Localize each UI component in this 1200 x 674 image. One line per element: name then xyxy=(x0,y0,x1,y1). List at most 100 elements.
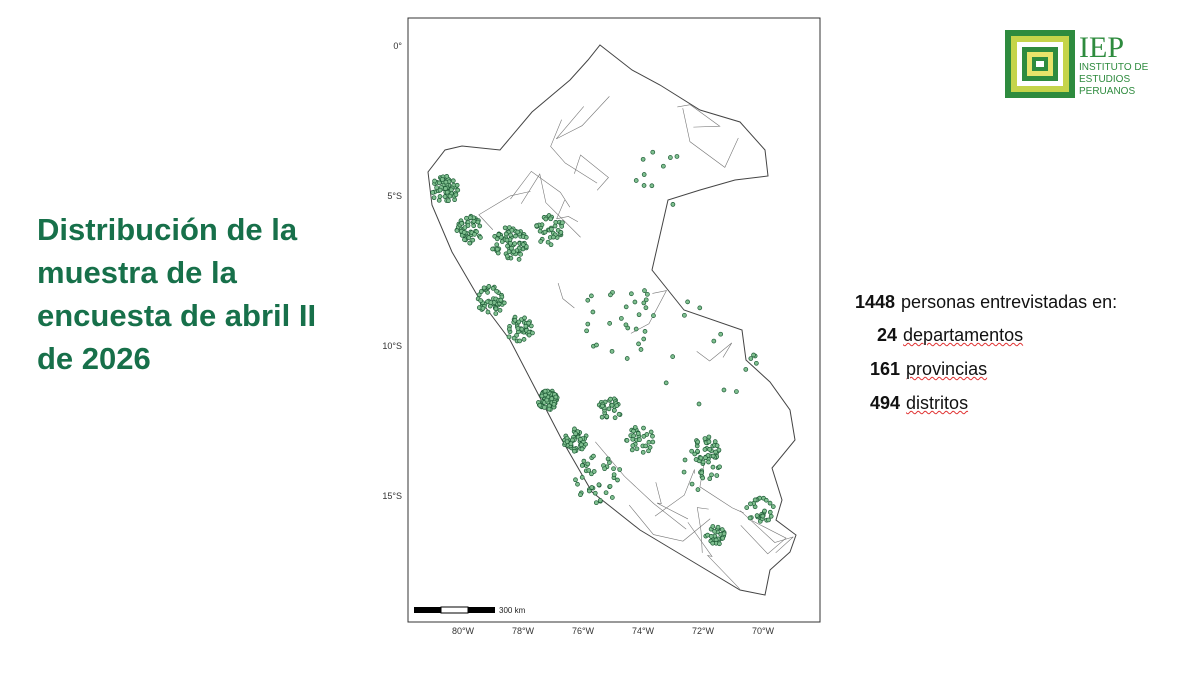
sample-dot xyxy=(586,488,592,494)
sample-dot xyxy=(446,198,451,204)
sample-dot xyxy=(636,312,642,318)
sample-dot xyxy=(542,229,548,235)
sample-dot xyxy=(523,235,529,240)
sample-dot xyxy=(575,481,580,487)
sample-dot xyxy=(564,439,570,445)
sample-dot xyxy=(494,246,500,252)
sample-dot xyxy=(695,439,701,445)
sample-dot xyxy=(607,483,613,489)
sample-dot xyxy=(609,348,615,354)
sample-dot xyxy=(713,449,718,455)
sample-dot xyxy=(518,251,523,257)
sample-dot xyxy=(617,467,623,472)
sample-dot xyxy=(437,194,443,199)
sample-dot xyxy=(706,434,712,440)
sample-dot xyxy=(443,179,449,185)
border-line xyxy=(520,173,581,238)
sample-dot xyxy=(642,329,648,334)
stat-number: 1448 xyxy=(855,292,896,312)
stat: 1448 personas entrevistadas en: xyxy=(855,292,1117,313)
sample-dot xyxy=(609,495,615,500)
sample-dot xyxy=(586,468,592,473)
sample-dot xyxy=(477,223,483,229)
sample-dot xyxy=(470,237,476,243)
sample-dot xyxy=(506,334,512,340)
border-line xyxy=(677,104,721,128)
sample-dot xyxy=(523,323,529,329)
sample-dot xyxy=(573,477,578,483)
logo-name: INSTITUTO DE xyxy=(1079,62,1149,73)
sample-dot xyxy=(512,241,517,246)
sample-dot xyxy=(647,445,653,450)
sample-dot xyxy=(481,285,487,291)
sample-dot xyxy=(635,431,641,436)
sample-dot xyxy=(471,223,477,229)
sample-dot xyxy=(705,532,710,538)
sample-dot xyxy=(602,466,607,472)
sample-dot xyxy=(754,360,759,366)
sample-dot xyxy=(747,515,753,521)
sample-dot xyxy=(611,472,617,478)
stat-label: distritos xyxy=(906,393,969,413)
sample-dot xyxy=(461,230,467,235)
sample-dot xyxy=(497,307,503,313)
lat-label: 0° xyxy=(393,41,402,51)
sample-dot xyxy=(494,242,500,248)
sample-dot xyxy=(530,330,535,336)
sample-dot xyxy=(643,305,649,311)
lat-label: 15°S xyxy=(382,491,402,501)
sample-dot xyxy=(645,291,650,297)
sample-dot xyxy=(748,356,754,361)
sample-dot xyxy=(593,500,599,506)
sample-dot xyxy=(509,245,514,251)
sample-dot xyxy=(614,403,620,408)
sample-dot xyxy=(494,288,499,294)
sample-dot xyxy=(485,309,491,315)
sample-dot xyxy=(493,311,499,316)
sample-dot xyxy=(478,298,484,303)
sample-dot xyxy=(612,415,618,421)
border-line xyxy=(682,108,739,168)
sample-dot xyxy=(559,224,565,229)
sample-dot xyxy=(506,326,512,332)
sample-dot xyxy=(649,183,655,189)
sample-dot xyxy=(515,326,521,331)
scale-label: 300 km xyxy=(499,606,526,615)
sample-dot xyxy=(716,447,722,453)
sample-dot xyxy=(572,448,577,454)
sample-dot xyxy=(542,388,548,394)
border-line xyxy=(478,191,531,230)
sample-dot xyxy=(766,517,771,523)
sample-dot xyxy=(696,401,702,407)
sample-dot xyxy=(544,397,550,403)
sample-dot xyxy=(584,328,589,334)
border-line xyxy=(740,520,787,555)
logo-name: ESTUDIOS xyxy=(1079,74,1130,85)
sample-dot xyxy=(608,292,613,298)
sample-dot xyxy=(698,455,704,461)
sample-dot xyxy=(623,322,629,328)
sample-dot xyxy=(748,501,753,507)
sample-dot xyxy=(578,442,584,448)
sample-dot xyxy=(638,347,644,352)
sample-dot xyxy=(504,237,510,243)
stat-number: 494 xyxy=(870,393,901,413)
sample-dot xyxy=(466,235,472,240)
sample-dot xyxy=(490,246,495,252)
border-line xyxy=(687,522,740,589)
sample-dot xyxy=(488,300,494,305)
lat-label: 5°S xyxy=(387,191,402,201)
border-line xyxy=(654,469,695,517)
sample-dot xyxy=(648,429,654,435)
sample-dot xyxy=(770,504,776,509)
stat-label: provincias xyxy=(906,359,988,379)
sample-dot xyxy=(459,220,465,226)
sample-dot xyxy=(629,291,634,297)
stat-label: departamentos xyxy=(903,325,1024,345)
sample-dot xyxy=(475,219,481,225)
sample-dot xyxy=(600,403,605,409)
sample-dot xyxy=(526,332,532,338)
lon-label: 78°W xyxy=(512,626,535,636)
logo-name: PERUANOS xyxy=(1079,86,1135,97)
border-line xyxy=(574,154,609,191)
